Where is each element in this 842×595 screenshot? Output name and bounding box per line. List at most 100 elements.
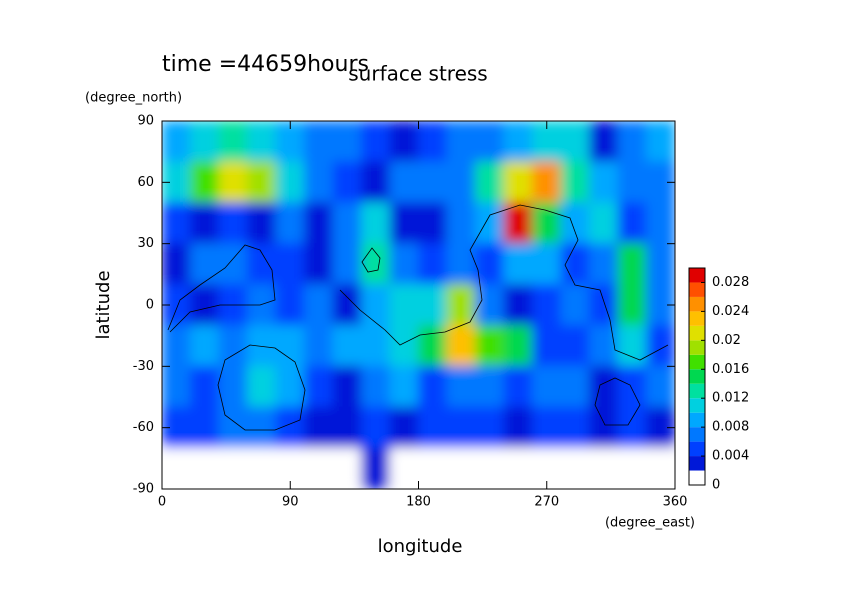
coastline bbox=[167, 244, 276, 333]
y-tick-label: 60 bbox=[137, 175, 154, 190]
cell bbox=[617, 161, 647, 204]
cell bbox=[589, 447, 619, 489]
cell bbox=[218, 202, 248, 245]
colorbar-swatch bbox=[689, 412, 705, 428]
cell bbox=[190, 202, 220, 245]
cell bbox=[304, 406, 334, 449]
cell bbox=[617, 324, 647, 367]
cell bbox=[304, 121, 334, 163]
cell bbox=[389, 243, 419, 286]
cell bbox=[475, 284, 505, 326]
cell bbox=[389, 324, 419, 367]
y-tick-label: -90 bbox=[133, 482, 154, 497]
cell bbox=[560, 447, 590, 489]
cell bbox=[332, 324, 362, 367]
cell bbox=[275, 202, 305, 245]
cell bbox=[589, 121, 619, 163]
cell bbox=[162, 243, 191, 286]
cell bbox=[418, 202, 448, 245]
header: time =44659hours bbox=[162, 52, 369, 77]
cell bbox=[532, 406, 562, 449]
cell bbox=[503, 406, 533, 449]
cell bbox=[503, 121, 533, 163]
cell bbox=[560, 161, 590, 204]
cell bbox=[162, 324, 191, 367]
cell bbox=[389, 447, 419, 489]
cell bbox=[218, 406, 248, 449]
chart-title: surface stress bbox=[348, 62, 487, 86]
colorbar-swatch bbox=[689, 340, 705, 355]
cell bbox=[589, 202, 619, 245]
cell bbox=[190, 447, 220, 489]
colorbar-tick-label: 0 bbox=[712, 478, 720, 493]
cell bbox=[247, 406, 277, 449]
cell bbox=[617, 284, 647, 326]
cell bbox=[304, 284, 334, 326]
cell bbox=[190, 243, 220, 286]
cell bbox=[389, 121, 419, 163]
cell bbox=[589, 406, 619, 449]
x-tick-label: 270 bbox=[534, 495, 559, 510]
cell bbox=[361, 324, 391, 367]
cell bbox=[190, 324, 220, 367]
cell bbox=[190, 161, 220, 204]
cell bbox=[532, 243, 562, 286]
cell bbox=[247, 161, 277, 204]
cell bbox=[218, 161, 248, 204]
cell bbox=[532, 202, 562, 245]
cell bbox=[532, 365, 562, 408]
cell bbox=[361, 202, 391, 245]
cell bbox=[503, 324, 533, 367]
cell bbox=[475, 406, 505, 449]
colorbar-swatch bbox=[689, 354, 705, 370]
x-axis-label: longitude bbox=[378, 536, 463, 557]
cell bbox=[446, 406, 476, 449]
cell bbox=[332, 406, 362, 449]
cell bbox=[560, 243, 590, 286]
cell bbox=[418, 161, 448, 204]
x-tick-label: 180 bbox=[406, 495, 431, 510]
colorbar-tick-label: 0.024 bbox=[712, 304, 749, 319]
colorbar-tick-label: 0.008 bbox=[712, 420, 749, 435]
cell bbox=[418, 324, 448, 367]
colorbar-swatch bbox=[689, 369, 705, 384]
cell bbox=[589, 365, 619, 408]
cell bbox=[218, 365, 248, 408]
colorbar-swatch bbox=[689, 282, 705, 297]
cell bbox=[304, 324, 334, 367]
cell bbox=[589, 243, 619, 286]
cell bbox=[503, 202, 533, 245]
cell bbox=[332, 161, 362, 204]
cell bbox=[332, 284, 362, 326]
cell bbox=[332, 121, 362, 163]
cell bbox=[275, 161, 305, 204]
colorbar-swatch bbox=[689, 398, 705, 413]
cell bbox=[560, 284, 590, 326]
cell bbox=[418, 447, 448, 489]
cell bbox=[446, 365, 476, 408]
colorbar-swatch bbox=[689, 311, 705, 326]
coastline bbox=[217, 344, 306, 431]
coastline bbox=[339, 204, 669, 361]
cell bbox=[446, 447, 476, 489]
colorbar-swatch bbox=[689, 427, 705, 442]
colorbar-swatch bbox=[689, 268, 705, 283]
cell bbox=[190, 121, 220, 163]
colorbar-swatch bbox=[689, 296, 705, 312]
cell bbox=[560, 324, 590, 367]
colorbar-swatch bbox=[689, 383, 705, 399]
x-tick-label: 90 bbox=[282, 495, 299, 510]
cell bbox=[247, 324, 277, 367]
cell bbox=[304, 202, 334, 245]
cell bbox=[218, 447, 248, 489]
cell bbox=[389, 161, 419, 204]
cell bbox=[275, 324, 305, 367]
coastlines bbox=[167, 204, 669, 431]
field bbox=[162, 121, 675, 489]
cell bbox=[361, 447, 391, 489]
cell bbox=[475, 121, 505, 163]
cell bbox=[361, 406, 391, 449]
